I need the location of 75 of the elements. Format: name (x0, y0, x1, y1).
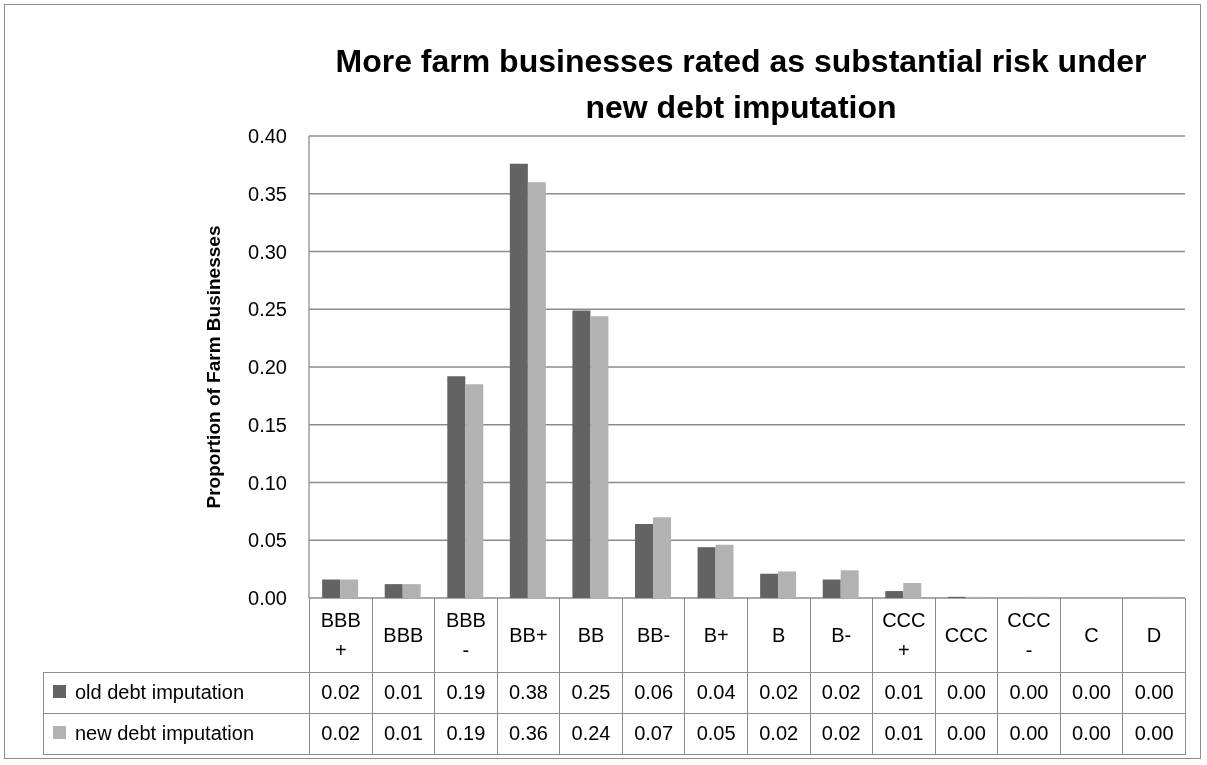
y-tick-label: 0.35 (248, 182, 287, 205)
chart-title: More farm businesses rated as substantial risk under new debt imputation (335, 43, 1147, 125)
data-label: 0.36 (509, 722, 548, 744)
data-label: 0.02 (759, 722, 799, 744)
data-label: 0.02 (321, 722, 361, 744)
bar (885, 591, 904, 598)
data-label: 0.00 (1134, 681, 1174, 703)
x-tick-label: CCC- (1007, 608, 1051, 661)
data-label: 0.01 (383, 681, 423, 703)
bar (822, 579, 841, 598)
x-tick-label: C (1084, 623, 1099, 646)
bar (322, 579, 341, 598)
y-tick-label: 0.20 (248, 356, 287, 379)
bar (527, 182, 546, 598)
data-label: 0.05 (696, 722, 736, 744)
y-tick-label: 0.40 (248, 125, 287, 148)
data-label: 0.00 (1134, 722, 1174, 744)
bar (760, 573, 779, 598)
data-label: 0.07 (634, 722, 674, 744)
bar (402, 584, 421, 598)
y-tick-label: 0.10 (248, 471, 287, 494)
x-tick-label: BBB- (445, 608, 486, 661)
data-label: 0.01 (884, 722, 924, 744)
data-label: 0.00 (946, 722, 986, 744)
y-tick-label: 0.00 (248, 587, 287, 610)
data-label: 0.00 (1072, 681, 1111, 703)
y-tick-label: 0.15 (248, 413, 287, 436)
data-label: 0.02 (821, 681, 861, 703)
data-label: 0.02 (759, 681, 799, 703)
y-tick-label: 0.25 (248, 298, 287, 321)
legend-label: old debt imputation (75, 681, 245, 703)
x-tick-label: CCC (944, 623, 989, 646)
data-label: 0.00 (1072, 722, 1111, 744)
data-label: 0.19 (446, 681, 486, 703)
x-tick-label: D (1146, 623, 1162, 646)
x-tick-label: BBB (383, 623, 424, 646)
x-tick-label: BB+ (509, 623, 548, 646)
y-tick-label: 0.30 (248, 240, 287, 263)
bar (778, 571, 797, 598)
legend-label: new debt imputation (75, 722, 255, 744)
data-label: 0.01 (884, 681, 924, 703)
bar (840, 570, 859, 598)
bar (509, 163, 528, 598)
bar (384, 584, 403, 598)
y-tick-label: 0.05 (248, 529, 287, 552)
bar (447, 376, 466, 598)
data-label: 0.24 (571, 722, 611, 744)
data-label: 0.19 (446, 722, 486, 744)
data-label: 0.01 (383, 722, 423, 744)
x-tick-label: BB (577, 623, 605, 646)
x-tick-label: BBB+ (320, 608, 361, 661)
y-axis-title: Proportion of Farm Businesses (202, 225, 224, 509)
bar (465, 384, 484, 598)
bar (590, 316, 609, 598)
x-tick-label: CCC+ (882, 608, 926, 661)
bar (635, 524, 653, 598)
x-tick-label: B (772, 623, 786, 646)
data-label: 0.38 (509, 681, 548, 703)
bar (715, 544, 734, 598)
bar (572, 310, 591, 598)
data-label: 0.00 (1009, 722, 1049, 744)
data-label: 0.00 (946, 681, 986, 703)
x-tick-label: B+ (703, 623, 729, 646)
data-label: 0.25 (571, 681, 611, 703)
bar (653, 517, 671, 598)
data-label: 0.00 (1009, 681, 1049, 703)
data-label: 0.04 (696, 681, 736, 703)
x-tick-label: BB- (636, 623, 671, 646)
data-label: 0.02 (821, 722, 861, 744)
x-tick-label: B- (831, 623, 852, 646)
bar (697, 547, 716, 598)
data-label: 0.02 (321, 681, 361, 703)
bar (903, 582, 922, 598)
bar (340, 579, 359, 598)
data-label: 0.06 (634, 681, 674, 703)
